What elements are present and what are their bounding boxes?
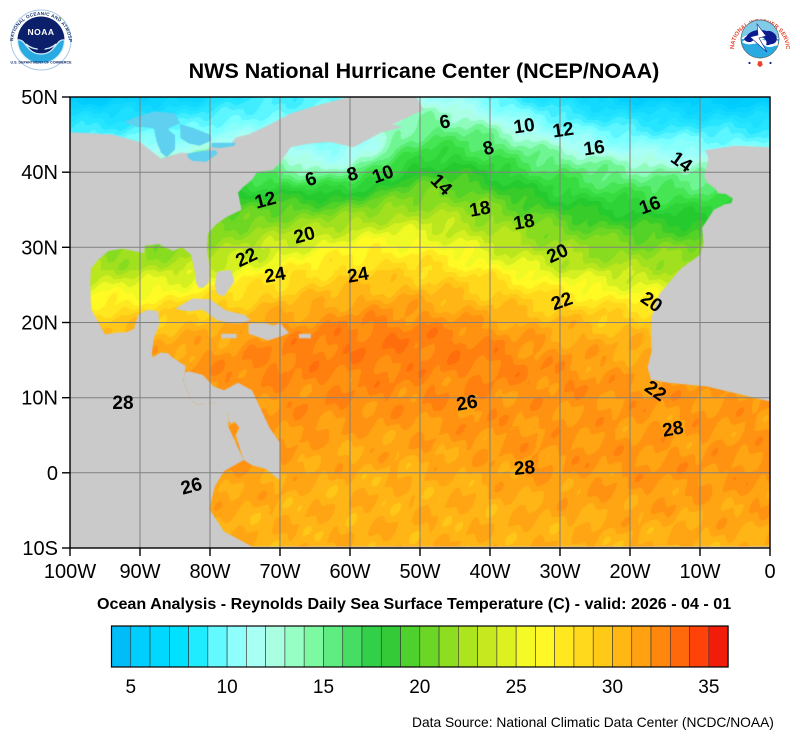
svg-text:26: 26: [455, 391, 479, 415]
svg-text:22: 22: [549, 288, 576, 315]
svg-text:20: 20: [636, 288, 665, 317]
svg-text:12: 12: [551, 119, 575, 143]
svg-text:20W: 20W: [609, 561, 650, 583]
svg-text:NOAA: NOAA: [27, 27, 54, 37]
svg-text:5: 5: [125, 677, 136, 698]
svg-text:18: 18: [512, 210, 536, 234]
svg-text:10: 10: [512, 115, 536, 139]
svg-text:50W: 50W: [399, 561, 440, 583]
svg-text:0: 0: [47, 463, 58, 485]
svg-text:70W: 70W: [259, 561, 300, 583]
svg-text:8: 8: [345, 163, 361, 186]
svg-text:30W: 30W: [539, 561, 580, 583]
svg-text:15: 15: [313, 677, 334, 698]
svg-text:28: 28: [661, 417, 685, 441]
svg-text:20: 20: [292, 223, 318, 249]
svg-text:26: 26: [179, 474, 205, 500]
svg-text:16: 16: [582, 137, 606, 161]
svg-text:6: 6: [303, 168, 320, 191]
svg-text:10S: 10S: [22, 538, 58, 560]
svg-text:0: 0: [764, 561, 775, 583]
svg-text:10W: 10W: [679, 561, 720, 583]
svg-text:24: 24: [263, 263, 288, 287]
svg-text:8: 8: [481, 137, 497, 160]
svg-text:NWS National Hurricane Center: NWS National Hurricane Center (NCEP/NOAA…: [189, 59, 660, 83]
svg-text:Data Source: National Climatic: Data Source: National Climatic Data Cent…: [412, 715, 774, 730]
svg-text:40N: 40N: [21, 162, 58, 184]
svg-text:Ocean Analysis - Reynolds Dail: Ocean Analysis - Reynolds Daily Sea Surf…: [97, 595, 731, 613]
svg-text:28: 28: [112, 393, 133, 414]
svg-text:18: 18: [468, 197, 492, 221]
svg-text:20: 20: [409, 677, 430, 698]
svg-text:20N: 20N: [21, 313, 58, 335]
svg-text:80W: 80W: [189, 561, 230, 583]
svg-text:24: 24: [346, 263, 371, 287]
svg-text:90W: 90W: [119, 561, 160, 583]
svg-text:U.S. DEPARTMENT OF COMMERCE: U.S. DEPARTMENT OF COMMERCE: [10, 61, 72, 65]
svg-text:12: 12: [253, 188, 279, 214]
svg-text:22: 22: [233, 244, 261, 272]
svg-text:14: 14: [426, 170, 456, 200]
svg-text:40W: 40W: [469, 561, 510, 583]
svg-text:60W: 60W: [329, 561, 370, 583]
svg-text:10: 10: [370, 161, 397, 188]
svg-text:16: 16: [637, 192, 664, 219]
svg-text:35: 35: [698, 677, 719, 698]
svg-text:25: 25: [506, 677, 527, 698]
svg-text:22: 22: [640, 377, 669, 406]
svg-text:100W: 100W: [44, 561, 96, 583]
svg-text:30N: 30N: [21, 237, 58, 259]
svg-text:14: 14: [666, 148, 696, 178]
svg-text:6: 6: [438, 111, 452, 134]
svg-text:28: 28: [513, 457, 536, 480]
svg-text:10: 10: [217, 677, 238, 698]
svg-text:20: 20: [544, 240, 572, 268]
svg-text:50N: 50N: [21, 87, 58, 109]
svg-text:10N: 10N: [21, 388, 58, 410]
svg-text:30: 30: [602, 677, 623, 698]
